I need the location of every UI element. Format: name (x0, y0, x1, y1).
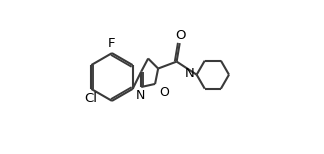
Text: Cl: Cl (84, 92, 97, 105)
Text: N: N (135, 89, 145, 102)
Text: O: O (175, 29, 186, 42)
Text: F: F (108, 37, 116, 50)
Text: O: O (159, 86, 169, 99)
Text: N: N (185, 67, 195, 80)
